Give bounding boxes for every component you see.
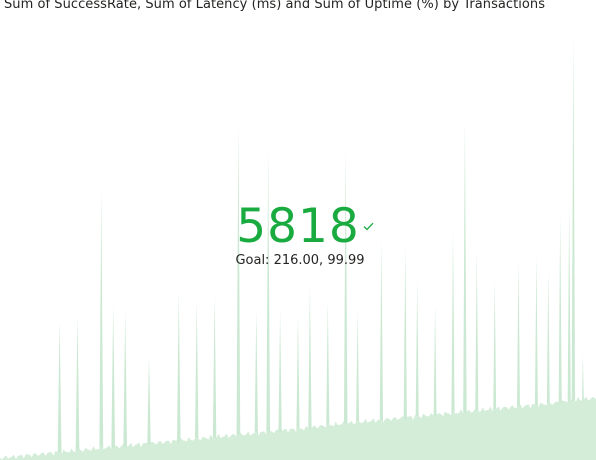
checkmark-icon bbox=[363, 222, 374, 231]
trend-spike bbox=[462, 120, 467, 460]
trend-spike bbox=[57, 320, 62, 460]
trend-spike bbox=[571, 35, 576, 460]
kpi-value: 5818 bbox=[236, 199, 360, 254]
trend-spike bbox=[194, 300, 199, 460]
trend-spike bbox=[266, 150, 271, 460]
trend-spike bbox=[451, 230, 455, 460]
trend-spike bbox=[111, 305, 116, 460]
kpi-goal: Goal: 216.00, 99.99 bbox=[235, 253, 365, 268]
trend-spike bbox=[99, 190, 104, 460]
trend-spike bbox=[415, 280, 420, 460]
visual-title: Sum of SuccessRate, Sum of Latency (ms) … bbox=[4, 0, 546, 12]
trend-spike bbox=[403, 245, 408, 460]
trend-spike bbox=[123, 310, 128, 460]
trend-spike bbox=[325, 300, 330, 460]
trend-spike bbox=[296, 315, 300, 460]
trend-spike bbox=[236, 125, 241, 460]
kpi-callout: 5818 Goal: 216.00, 99.99 bbox=[0, 199, 596, 268]
trend-spike bbox=[75, 315, 80, 460]
trend-spike bbox=[176, 290, 181, 460]
trend-spike bbox=[254, 310, 259, 460]
trend-spike bbox=[212, 295, 217, 460]
trend-spike bbox=[307, 285, 312, 460]
trend-spike bbox=[147, 355, 151, 460]
trend-area bbox=[0, 396, 596, 460]
trend-spike bbox=[558, 215, 563, 460]
trend-spike bbox=[343, 150, 348, 460]
trend-spike bbox=[379, 240, 384, 460]
trend-spike bbox=[278, 310, 283, 460]
trend-spike bbox=[567, 205, 572, 460]
trend-spike bbox=[474, 250, 479, 460]
